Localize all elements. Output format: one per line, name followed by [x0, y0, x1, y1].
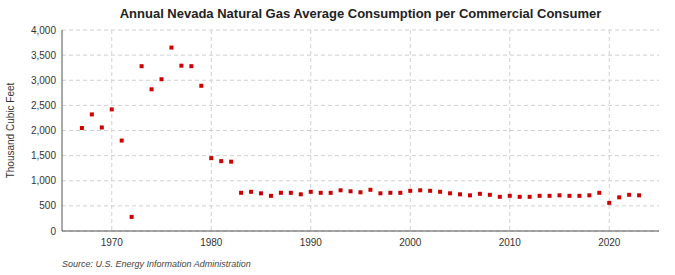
points — [80, 46, 641, 219]
y-axis-line — [62, 30, 63, 231]
point — [80, 126, 84, 130]
point — [120, 139, 124, 143]
point — [199, 84, 203, 88]
y-tick-label: 4,000 — [31, 25, 56, 36]
x-tick-label: 1970 — [101, 237, 124, 248]
point — [388, 191, 392, 195]
y-grid-line — [62, 155, 659, 156]
point — [458, 192, 462, 196]
y-tick-label: 500 — [39, 200, 56, 211]
point — [309, 190, 313, 194]
y-tick-label: 2,500 — [31, 100, 56, 111]
point — [359, 190, 363, 194]
point — [269, 194, 273, 198]
point — [587, 193, 591, 197]
y-tick-label: 3,000 — [31, 75, 56, 86]
title: Annual Nevada Natural Gas Average Consum… — [120, 6, 602, 21]
x-tick-label: 1980 — [200, 237, 223, 248]
x-tick-label: 2020 — [598, 237, 621, 248]
point — [538, 194, 542, 198]
y-tick-label: 0 — [50, 226, 56, 237]
point — [498, 195, 502, 199]
y-grid-line — [62, 231, 659, 232]
point — [518, 195, 522, 199]
x-tick-label: 2000 — [399, 237, 422, 248]
x-tick-label: 2010 — [499, 237, 522, 248]
point — [279, 191, 283, 195]
point — [100, 125, 104, 129]
point — [90, 112, 94, 116]
point — [209, 156, 213, 160]
x-grid-line — [509, 30, 510, 231]
point — [398, 191, 402, 195]
point — [150, 87, 154, 91]
point — [597, 191, 601, 195]
point — [418, 188, 422, 192]
y-grid-line — [62, 205, 659, 206]
point — [428, 189, 432, 193]
y-axis-label: Thousand Cubic Feet — [5, 82, 16, 178]
point — [438, 190, 442, 194]
point — [567, 194, 571, 198]
x-axis-line — [62, 231, 659, 232]
point — [637, 193, 641, 197]
point — [249, 190, 253, 194]
x-grid-line — [609, 30, 610, 231]
x-grid-line — [310, 30, 311, 231]
point — [169, 46, 173, 50]
grid — [62, 30, 659, 231]
point — [130, 215, 134, 219]
point — [577, 194, 581, 198]
y-grid-line — [62, 80, 659, 81]
point — [179, 64, 183, 68]
point — [528, 195, 532, 199]
point — [140, 64, 144, 68]
point — [627, 193, 631, 197]
point — [239, 191, 243, 195]
chart: 0 500 1,000 1,500 2,000 2,500 3,000 3,500 4,000 1… — [0, 0, 675, 275]
point — [349, 189, 353, 193]
point — [219, 159, 223, 163]
point — [329, 191, 333, 195]
point — [558, 193, 562, 197]
y-tick-label: 2,000 — [31, 125, 56, 136]
point — [110, 107, 114, 111]
point — [468, 193, 472, 197]
x-grid-line — [111, 30, 112, 231]
y-tick-label: 1,000 — [31, 175, 56, 186]
point — [508, 194, 512, 198]
point — [299, 192, 303, 196]
y-grid-line — [62, 55, 659, 56]
point — [448, 191, 452, 195]
point — [488, 193, 492, 197]
point — [189, 64, 193, 68]
point — [378, 191, 382, 195]
y-grid-line — [62, 105, 659, 106]
point — [259, 191, 263, 195]
point — [160, 77, 164, 81]
x-tick-label: 1990 — [300, 237, 323, 248]
point — [617, 195, 621, 199]
point — [339, 188, 343, 192]
point — [478, 192, 482, 196]
y-tick-label: 3,500 — [31, 50, 56, 61]
point — [229, 160, 233, 164]
point — [319, 191, 323, 195]
y-grid-line — [62, 30, 659, 31]
point — [548, 194, 552, 198]
y-grid-line — [62, 180, 659, 181]
point — [408, 189, 412, 193]
point — [289, 191, 293, 195]
point — [607, 201, 611, 205]
y-tick-label: 1,500 — [31, 150, 56, 161]
x-grid-line — [211, 30, 212, 231]
source-note: Source: U.S. Energy Information Administ… — [62, 259, 251, 269]
y-grid-line — [62, 130, 659, 131]
x-grid-line — [410, 30, 411, 231]
point — [368, 188, 372, 192]
